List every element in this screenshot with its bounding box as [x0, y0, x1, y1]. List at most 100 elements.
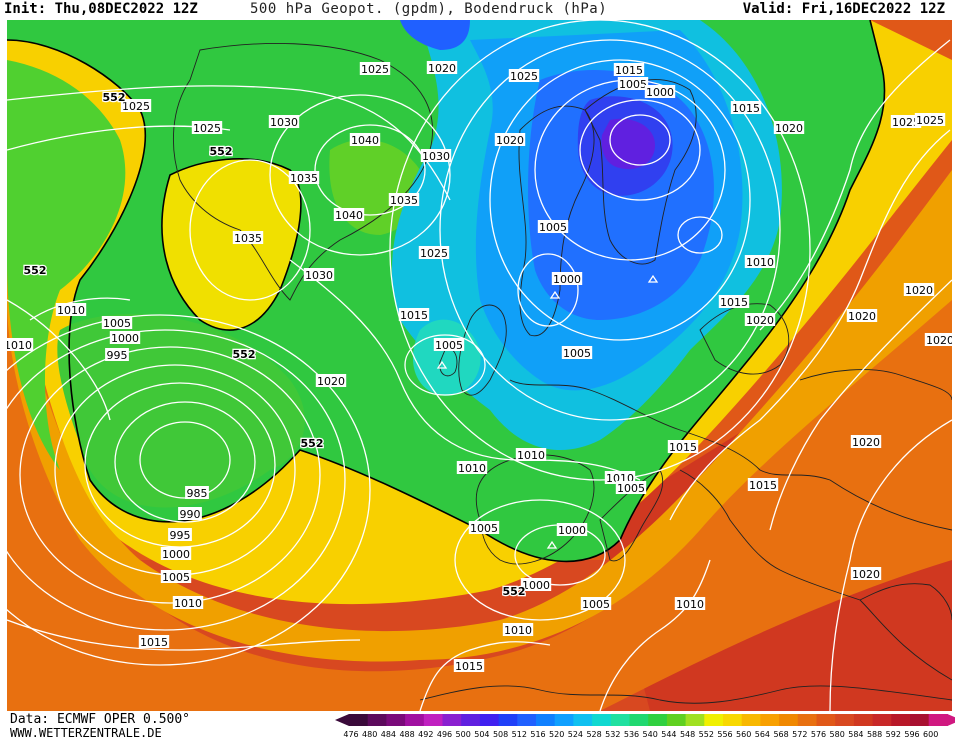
- legend-value-label: 520: [549, 730, 564, 739]
- legend-color-cell: [685, 714, 705, 726]
- isobar-label-text: 1015: [749, 479, 777, 492]
- legend-value-label: 476: [343, 730, 358, 739]
- data-source-label: Data: ECMWF OPER 0.500°: [10, 712, 191, 727]
- isobar-label-bg: [747, 478, 779, 491]
- legend-color-cell: [554, 714, 574, 726]
- isobar-label: 1020: [744, 313, 776, 327]
- isobar-label: 1010: [744, 255, 776, 269]
- isobar-label: 1005: [537, 220, 569, 234]
- isobar-label-text: 1010: [676, 598, 704, 611]
- legend-color-cell: [592, 714, 612, 726]
- isobar-label-bg: [359, 62, 391, 75]
- isobar-label-bg: [604, 471, 636, 484]
- legend-color-cell: [517, 714, 537, 726]
- legend-value-label: 584: [848, 730, 863, 739]
- legend-color-cell: [461, 714, 481, 726]
- isobar-label-bg: [773, 121, 805, 134]
- color-legend-cells: [335, 714, 955, 726]
- isobar-label: 1035: [388, 193, 420, 207]
- isobar-lines: [7, 20, 952, 711]
- isobar-label-bg: [718, 295, 750, 308]
- isobar-label-bg: [172, 596, 204, 609]
- isobar-label: 1020: [924, 333, 952, 347]
- isobar-label-text: 1020: [905, 284, 933, 297]
- isobar-label-bg: [349, 133, 381, 146]
- isobar-label-text: 1015: [455, 660, 483, 673]
- orange-field: [7, 230, 952, 711]
- isobar-label: 1040: [333, 208, 365, 222]
- isobar-label: 1015: [138, 635, 170, 649]
- isobar-label-bg: [315, 374, 347, 387]
- isobar-label: 1000: [644, 85, 676, 99]
- height-contour-label: 552: [24, 264, 47, 277]
- isobar-label: 1020: [315, 374, 347, 388]
- isobar-label-bg: [924, 333, 952, 346]
- isobar-label-bg: [644, 85, 676, 98]
- isobar-label: 1015: [398, 308, 430, 322]
- legend-value-label: 492: [418, 730, 433, 739]
- isobar-label: 985: [185, 486, 209, 500]
- isobar-labels: 1020102510201025101510051000101510201025…: [7, 61, 952, 673]
- isobar-label: 1010: [674, 597, 706, 611]
- isobar-label: 1005: [617, 77, 649, 91]
- light-orange-field: [7, 170, 952, 662]
- legend-color-cell: [910, 714, 930, 726]
- legend-color-cell: [442, 714, 462, 726]
- isobar-label-bg: [453, 659, 485, 672]
- isobar-label-text: 1010: [57, 304, 85, 317]
- isobar-label-text: 1010: [746, 256, 774, 269]
- isobar-label-text: 1020: [852, 436, 880, 449]
- isobar-label: 1015: [718, 295, 750, 309]
- isobar-label-text: 1000: [522, 579, 550, 592]
- isobar-label-text: 1005: [619, 78, 647, 91]
- isobar-label-bg: [494, 133, 526, 146]
- isobar-label-bg: [388, 193, 420, 206]
- isobar-label-text: 1020: [317, 375, 345, 388]
- isobar-label-bg: [426, 61, 458, 74]
- isobar-label: 995: [168, 528, 192, 542]
- height-contour-label: 552: [103, 91, 126, 104]
- isobar-label: 1025: [914, 113, 946, 127]
- legend-value-label: 576: [811, 730, 826, 739]
- west-light-green-field: [7, 60, 126, 470]
- legend-color-cell: [816, 714, 836, 726]
- valid-time-label: Valid: Fri,16DEC2022 12Z: [742, 1, 945, 17]
- legend-value-label: 480: [362, 730, 377, 739]
- isobar-label-text: 1005: [162, 571, 190, 584]
- contour-552-line: [7, 20, 886, 563]
- isobar-label-text: 1040: [351, 134, 379, 147]
- isobar-label-bg: [398, 308, 430, 321]
- isobar-label-bg: [101, 316, 133, 329]
- height-contour-label: 552: [503, 585, 526, 598]
- height-contour-label: 552: [301, 437, 324, 450]
- isobar-label: 1015: [613, 63, 645, 77]
- legend-color-cell: [853, 714, 874, 726]
- legend-value-label: 592: [886, 730, 901, 739]
- isobar-label: 1005: [615, 481, 647, 495]
- isobar-label-text: 1015: [400, 309, 428, 322]
- isobar-label-text: 1030: [270, 116, 298, 129]
- isobar-label-bg: [537, 220, 569, 233]
- legend-color-cell: [573, 714, 593, 726]
- isobar-label-bg: [232, 231, 264, 244]
- isobar-label-bg: [55, 303, 87, 316]
- isobar-label-bg: [185, 486, 209, 499]
- isobar-label: 1005: [580, 597, 612, 611]
- isobar-label: 1005: [468, 521, 500, 535]
- isobar-label-bg: [914, 113, 946, 126]
- isobar-label-bg: [850, 435, 882, 448]
- isobar-label-text: 1015: [669, 441, 697, 454]
- isobar-label-text: 1040: [335, 209, 363, 222]
- isobar-label-bg: [303, 268, 335, 281]
- isobar-label: 1025: [418, 246, 450, 260]
- isobar-label-bg: [890, 115, 922, 128]
- isobar-label-bg: [846, 309, 878, 322]
- isobar-label: 1015: [730, 101, 762, 115]
- isobar-label: 1025: [120, 99, 152, 113]
- isobar-label-bg: [191, 121, 223, 134]
- isobar-label-text: 1010: [504, 624, 532, 637]
- isobar-label-text: 1005: [563, 347, 591, 360]
- greenland-yellow-field: [161, 158, 301, 330]
- isobar-label-text: 1035: [290, 172, 318, 185]
- isobar-label-bg: [468, 521, 500, 534]
